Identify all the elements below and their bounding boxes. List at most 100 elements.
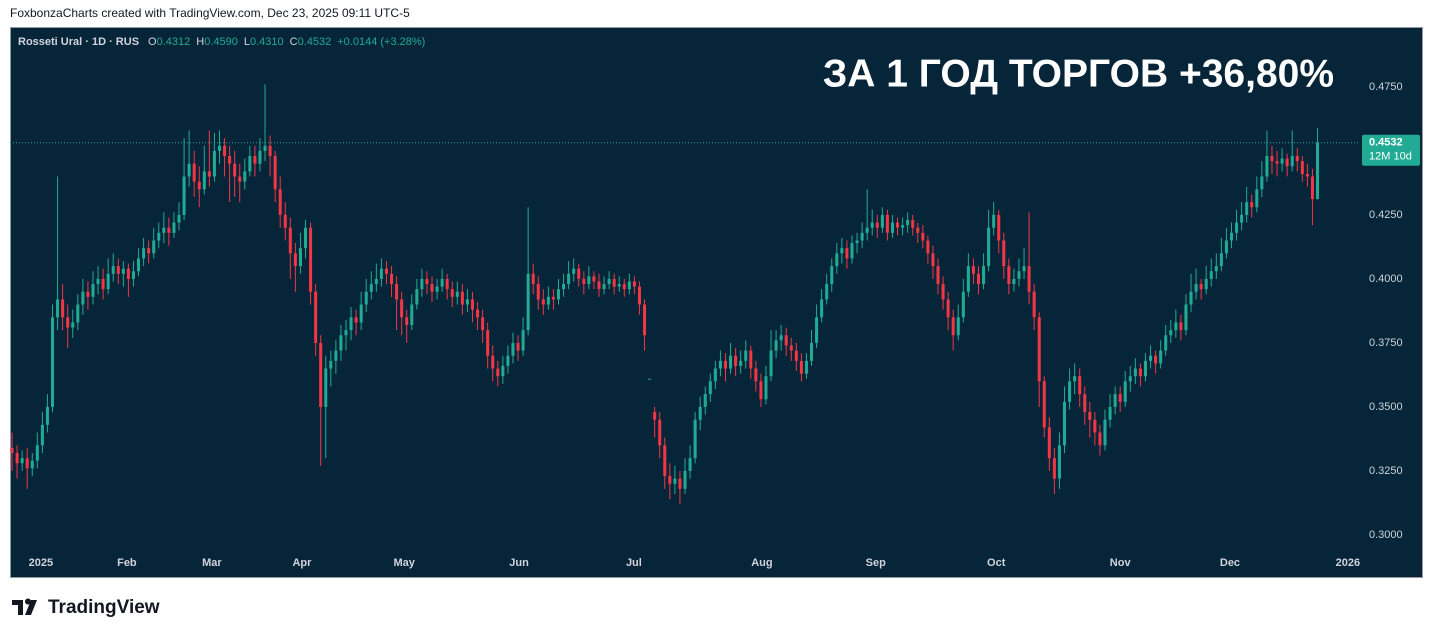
candle-body xyxy=(359,304,363,323)
candle-body xyxy=(617,284,621,287)
candle-body xyxy=(167,227,171,233)
candle-body xyxy=(703,394,707,407)
candle-body xyxy=(744,350,748,361)
candle-body xyxy=(374,278,378,285)
candle-body xyxy=(718,360,722,369)
candle-body xyxy=(420,278,424,290)
candle-body xyxy=(1037,317,1041,382)
candle-body xyxy=(1093,419,1097,433)
candle-body xyxy=(1128,376,1132,382)
candle-body xyxy=(1184,304,1188,331)
candle-body xyxy=(1098,432,1102,446)
candle-body xyxy=(111,266,115,274)
candle-body xyxy=(91,284,95,297)
candle-body xyxy=(369,284,373,292)
candle-body xyxy=(911,220,915,228)
candle-body xyxy=(192,163,196,182)
candle-body xyxy=(293,253,297,267)
candle-body xyxy=(1204,278,1208,290)
candle-body xyxy=(946,299,950,318)
candle-body xyxy=(1138,368,1142,377)
candle-body xyxy=(759,381,763,400)
candle-body xyxy=(1189,291,1193,305)
symbol: Rosseti Ural · 1D · RUS xyxy=(18,36,139,48)
candle-body xyxy=(587,276,591,285)
last-price-label: 0.4532 xyxy=(1369,137,1403,149)
candle-body xyxy=(379,268,383,279)
candle-body xyxy=(658,419,662,446)
candle-body xyxy=(1229,232,1234,241)
candle-body xyxy=(784,335,788,346)
candle-body xyxy=(840,248,844,254)
x-tick-label: Nov xyxy=(1110,557,1132,569)
candle-body xyxy=(1224,240,1228,254)
candle-body xyxy=(607,278,611,285)
logo-icon xyxy=(12,598,37,615)
candle-body xyxy=(1164,335,1168,351)
candle-body xyxy=(764,376,768,400)
candle-body xyxy=(86,291,90,297)
candle-body xyxy=(901,225,905,228)
candle-body xyxy=(516,342,520,351)
candle-body xyxy=(713,368,717,382)
candle-body xyxy=(349,317,353,331)
y-tick-label: 0.4250 xyxy=(1369,209,1403,221)
candle-body xyxy=(1280,158,1284,164)
candle-body xyxy=(693,419,697,459)
candle-body xyxy=(207,171,211,177)
candle-body xyxy=(440,278,444,287)
candle-body xyxy=(20,458,24,464)
candle-body xyxy=(354,317,358,323)
candle-body xyxy=(779,335,783,341)
candle-body xyxy=(243,171,247,182)
candle-body xyxy=(916,227,920,233)
candle-body xyxy=(825,284,829,300)
candle-body xyxy=(880,214,884,228)
candle-body xyxy=(1052,458,1056,479)
candle-body xyxy=(40,424,44,446)
candle-body xyxy=(860,232,864,241)
candle-body xyxy=(445,278,449,290)
candle-body xyxy=(506,355,510,366)
candle-body xyxy=(76,304,80,323)
candle-body xyxy=(663,445,667,477)
candle-body xyxy=(648,378,652,380)
candle-body xyxy=(212,150,216,177)
candle-body xyxy=(1118,394,1122,402)
candle-body xyxy=(556,289,561,300)
candle-body xyxy=(66,317,70,328)
candle-body xyxy=(223,145,227,157)
candle-body xyxy=(982,266,986,285)
candle-body xyxy=(961,291,965,318)
candle-body xyxy=(157,232,161,241)
candle-body xyxy=(233,163,237,177)
candle-body xyxy=(1260,176,1264,190)
x-tick-label: Aug xyxy=(751,557,772,569)
candle-body xyxy=(1300,161,1304,174)
candle-body xyxy=(804,360,808,374)
candle-body xyxy=(643,304,647,336)
candle-body xyxy=(50,317,55,407)
candle-body xyxy=(597,281,601,290)
candle-body xyxy=(1245,202,1249,215)
candle-body xyxy=(789,345,793,351)
candle-body xyxy=(1133,368,1137,377)
candle-body xyxy=(1174,322,1178,331)
candle-body xyxy=(906,220,910,226)
candle-body xyxy=(1103,419,1107,446)
candle-body xyxy=(708,381,712,395)
candle-body xyxy=(1032,291,1036,318)
candle-body xyxy=(344,330,348,336)
candle-body xyxy=(147,248,151,254)
candle-body xyxy=(921,232,925,241)
chart-frame xyxy=(10,27,1423,578)
candle-body xyxy=(1154,355,1158,364)
candle-body xyxy=(283,214,287,228)
candle-body xyxy=(400,299,404,318)
candle-body xyxy=(435,286,439,292)
candle-body xyxy=(1214,266,1218,272)
candle-body xyxy=(56,299,60,318)
x-tick-label: Jun xyxy=(509,557,529,569)
countdown: 12M 10d xyxy=(1369,151,1412,163)
candle-body xyxy=(1002,240,1006,267)
